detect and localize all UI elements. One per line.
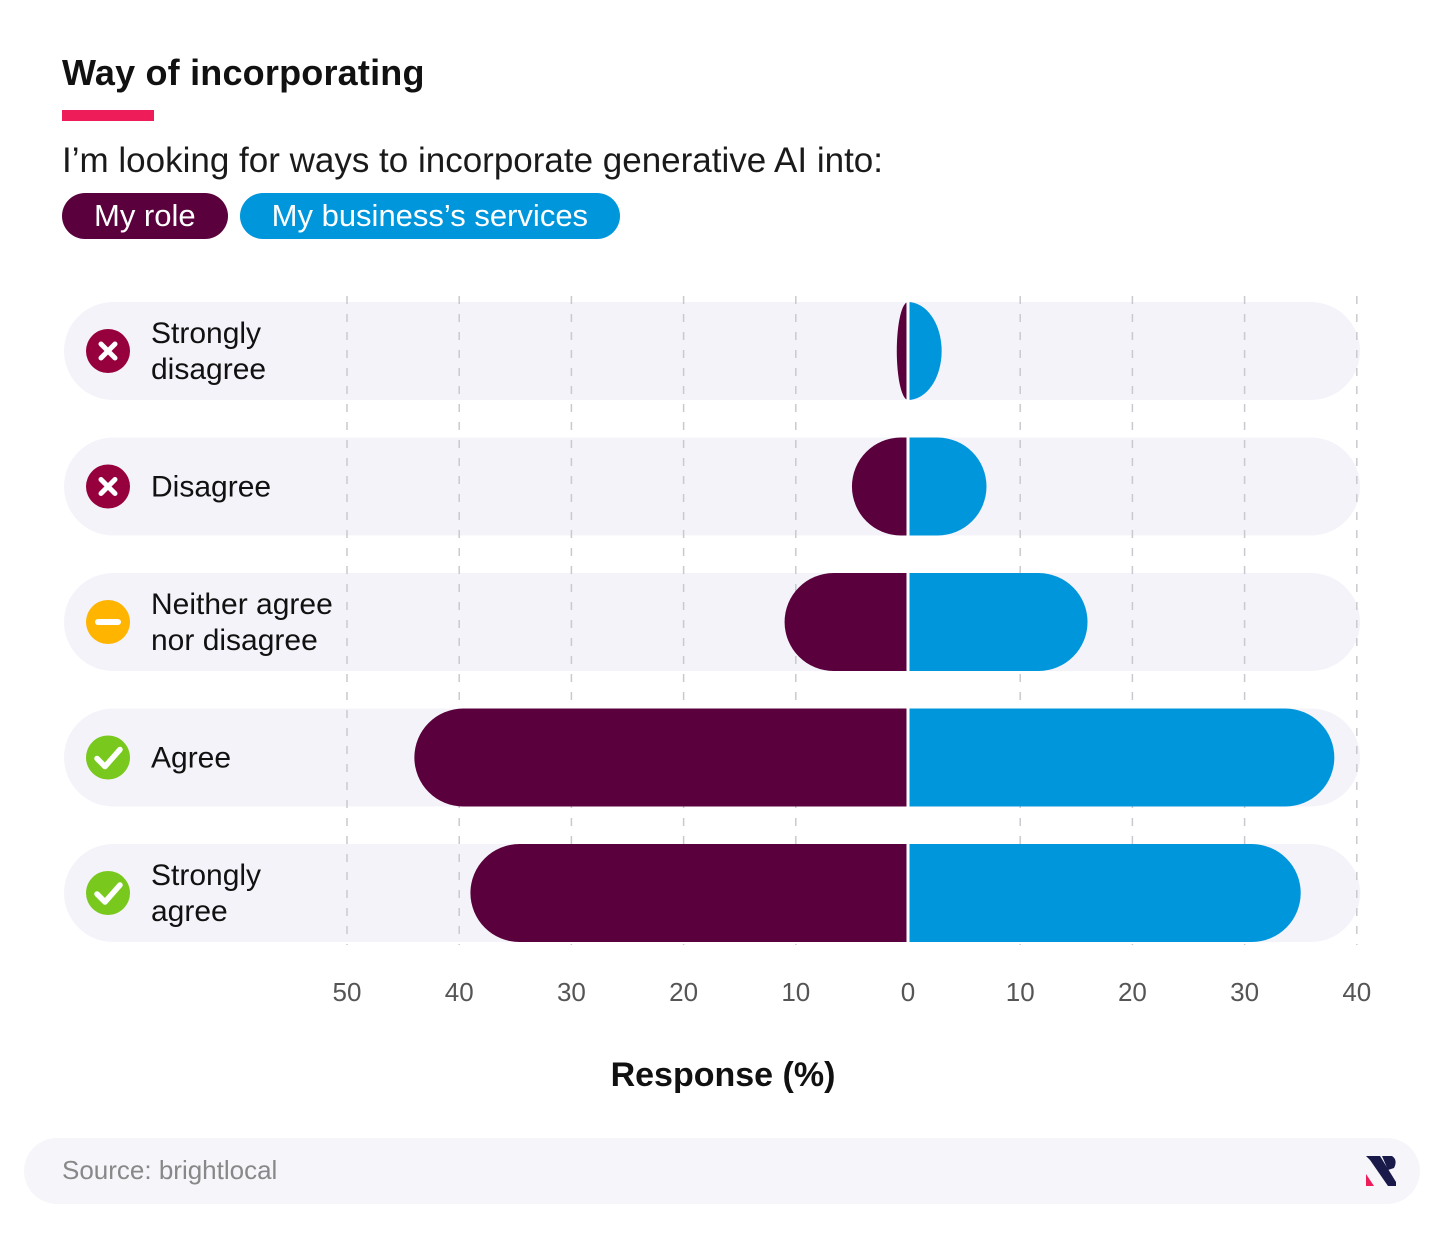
source-footer: Source: brightlocal xyxy=(24,1138,1420,1204)
x-tick-label: 10 xyxy=(781,977,810,1007)
bar-my-role xyxy=(896,302,908,400)
legend-item-my-role: My role xyxy=(62,193,228,239)
cross-mark xyxy=(98,477,118,496)
bar-business-services xyxy=(908,573,1088,671)
x-tick-label: 0 xyxy=(901,977,915,1007)
legend-item-business-services: My business’s services xyxy=(239,193,621,239)
x-tick-label: 30 xyxy=(1230,977,1259,1007)
check-icon xyxy=(86,871,130,915)
category-label: Agree xyxy=(151,742,231,775)
check-icon xyxy=(86,735,130,780)
x-tick-label: 40 xyxy=(1342,977,1371,1007)
bar-business-services xyxy=(908,708,1335,807)
x-tick-label: 40 xyxy=(445,977,474,1007)
bar-business-services xyxy=(908,302,942,400)
bar-business-services xyxy=(908,437,987,536)
brightlocal-logo-icon xyxy=(1366,1156,1396,1186)
bar-my-role xyxy=(784,573,908,671)
x-tick-label: 20 xyxy=(1118,977,1147,1007)
bar-my-role xyxy=(470,844,908,942)
check-mark xyxy=(94,746,123,770)
x-tick-label: 10 xyxy=(1006,977,1035,1007)
category-label: disagree xyxy=(151,353,266,386)
legend: My role My business’s services xyxy=(62,193,621,239)
source-text: Source: brightlocal xyxy=(62,1155,278,1185)
x-tick-label: 30 xyxy=(557,977,586,1007)
cross-mark xyxy=(98,341,118,361)
row-background xyxy=(64,437,1360,536)
category-label: Neither agree xyxy=(151,588,333,621)
category-label: Strongly xyxy=(151,317,261,350)
bar-my-role xyxy=(851,437,908,536)
title-underline xyxy=(62,110,154,121)
check-mark xyxy=(94,882,123,905)
x-tick-label: 50 xyxy=(333,977,362,1007)
category-label: nor disagree xyxy=(151,624,318,657)
x-tick-label: 20 xyxy=(669,977,698,1007)
chart-subtitle: I’m looking for ways to incorporate gene… xyxy=(62,141,883,180)
chart-title: Way of incorporating xyxy=(62,52,425,93)
category-label: agree xyxy=(151,895,228,928)
category-label: Disagree xyxy=(151,471,271,504)
bar-business-services xyxy=(908,844,1301,942)
category-label: Strongly xyxy=(151,859,261,892)
diverging-bar-chart: 50 40 30 20 10 0 10 20 30 40StronglydisagreeDisag… xyxy=(64,296,1371,1094)
bar-my-role xyxy=(414,708,908,807)
row-background xyxy=(64,302,1360,400)
x-axis-title: Response (%) xyxy=(611,1056,836,1094)
